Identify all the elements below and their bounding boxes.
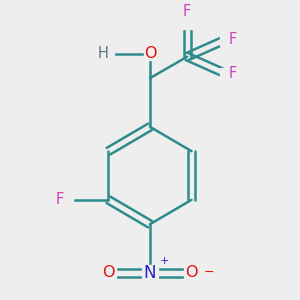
Bar <box>220 33 232 46</box>
Text: −: − <box>204 266 214 279</box>
Bar <box>184 266 199 280</box>
Text: H: H <box>98 46 109 61</box>
Bar <box>180 15 194 29</box>
Text: F: F <box>183 4 191 20</box>
Bar <box>142 265 158 281</box>
Text: O: O <box>102 266 115 280</box>
Text: O: O <box>144 46 156 61</box>
Text: O: O <box>185 266 198 280</box>
Text: N: N <box>144 264 156 282</box>
Text: F: F <box>56 192 64 207</box>
Text: F: F <box>229 32 237 47</box>
Bar <box>103 47 114 60</box>
Text: F: F <box>229 66 237 81</box>
Bar <box>101 266 116 280</box>
Text: +: + <box>160 256 169 266</box>
Bar <box>144 47 156 60</box>
Bar <box>61 194 73 206</box>
Bar <box>220 68 232 80</box>
